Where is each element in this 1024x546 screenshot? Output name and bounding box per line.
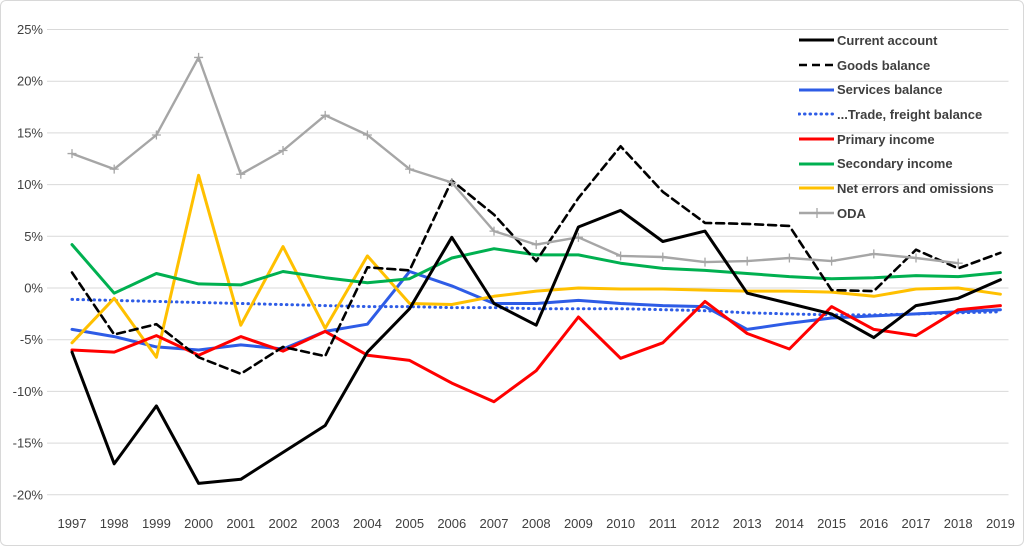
legend-item--trade-freight-balance: ...Trade, freight balance bbox=[798, 102, 994, 127]
y-axis-label: -15% bbox=[13, 436, 44, 451]
x-axis-label: 2017 bbox=[902, 516, 931, 531]
series-line-current-account bbox=[70, 208, 1002, 485]
series-markers-oda bbox=[67, 52, 963, 268]
legend-item-oda: ODA bbox=[798, 201, 994, 226]
y-axis-label: 20% bbox=[17, 74, 43, 89]
legend-label: Primary income bbox=[837, 131, 935, 147]
x-axis-label: 2007 bbox=[480, 516, 509, 531]
x-axis-label: 2008 bbox=[522, 516, 551, 531]
legend-item-net-errors-and-omissions: Net errors and omissions bbox=[798, 176, 994, 201]
legend-line-sample bbox=[799, 162, 834, 166]
x-axis-label: 2015 bbox=[817, 516, 846, 531]
legend-item-goods-balance: Goods balance bbox=[798, 53, 994, 78]
y-axis-label: -10% bbox=[13, 384, 44, 399]
series-line-services-balance bbox=[70, 270, 1002, 352]
series-line-oda bbox=[70, 56, 960, 265]
x-axis-label: 2012 bbox=[691, 516, 720, 531]
x-axis-label: 2010 bbox=[606, 516, 635, 531]
legend-label: Net errors and omissions bbox=[837, 180, 994, 196]
x-axis-label: 2004 bbox=[353, 516, 382, 531]
y-axis-label: -20% bbox=[13, 487, 44, 502]
y-axis-label: 0% bbox=[24, 281, 43, 296]
x-axis-label: 2000 bbox=[184, 516, 213, 531]
x-axis-label: 2019 bbox=[986, 516, 1015, 531]
x-axis-label: 2001 bbox=[226, 516, 255, 531]
series-line-secondary-income bbox=[70, 243, 1002, 295]
series-line-net-errors-and-omissions bbox=[70, 173, 1002, 359]
legend-line-sample bbox=[799, 208, 834, 219]
legend-label: Goods balance bbox=[837, 57, 931, 73]
legend-item-secondary-income: Secondary income bbox=[798, 151, 994, 176]
x-axis-label: 1997 bbox=[58, 516, 87, 531]
y-axis-label: 5% bbox=[24, 229, 43, 244]
legend-item-services-balance: Services balance bbox=[798, 77, 994, 102]
x-axis-label: 1998 bbox=[100, 516, 129, 531]
x-axis-label: 2003 bbox=[311, 516, 340, 531]
x-axis-label: 2005 bbox=[395, 516, 424, 531]
legend-line-sample bbox=[799, 137, 834, 141]
y-axis-label: 15% bbox=[17, 125, 43, 140]
legend-item-primary-income: Primary income bbox=[798, 127, 994, 152]
x-axis-label: 2016 bbox=[859, 516, 888, 531]
series-line-goods-balance bbox=[70, 145, 1002, 376]
series-line--trade-freight-balance bbox=[70, 297, 1002, 317]
y-axis-label: 25% bbox=[17, 22, 43, 37]
x-axis-label: 2014 bbox=[775, 516, 804, 531]
legend-label: Services balance bbox=[837, 82, 943, 98]
legend-line-sample bbox=[799, 186, 834, 190]
x-axis-label: 2006 bbox=[437, 516, 466, 531]
y-axis-label: -5% bbox=[20, 332, 44, 347]
legend-label: Secondary income bbox=[837, 156, 953, 172]
legend-line-sample bbox=[799, 88, 834, 92]
legend-label: Current account bbox=[837, 32, 938, 48]
y-axis-label: 10% bbox=[17, 177, 43, 192]
series-line-primary-income bbox=[70, 299, 1002, 404]
x-axis-label: 2009 bbox=[564, 516, 593, 531]
x-axis-label: 2013 bbox=[733, 516, 762, 531]
legend-label: ...Trade, freight balance bbox=[837, 106, 983, 122]
legend-line-sample bbox=[799, 38, 834, 42]
legend-item-current-account: Current account bbox=[798, 28, 994, 53]
legend-label: ODA bbox=[837, 205, 866, 221]
legend-line-sample bbox=[799, 63, 834, 67]
x-axis-label: 2018 bbox=[944, 516, 973, 531]
chart-legend: Current account Goods balance Services bal… bbox=[798, 28, 994, 226]
x-axis-label: 2002 bbox=[269, 516, 298, 531]
x-axis-label: 1999 bbox=[142, 516, 171, 531]
legend-line-sample bbox=[798, 112, 835, 116]
x-axis-label: 2011 bbox=[649, 516, 677, 531]
